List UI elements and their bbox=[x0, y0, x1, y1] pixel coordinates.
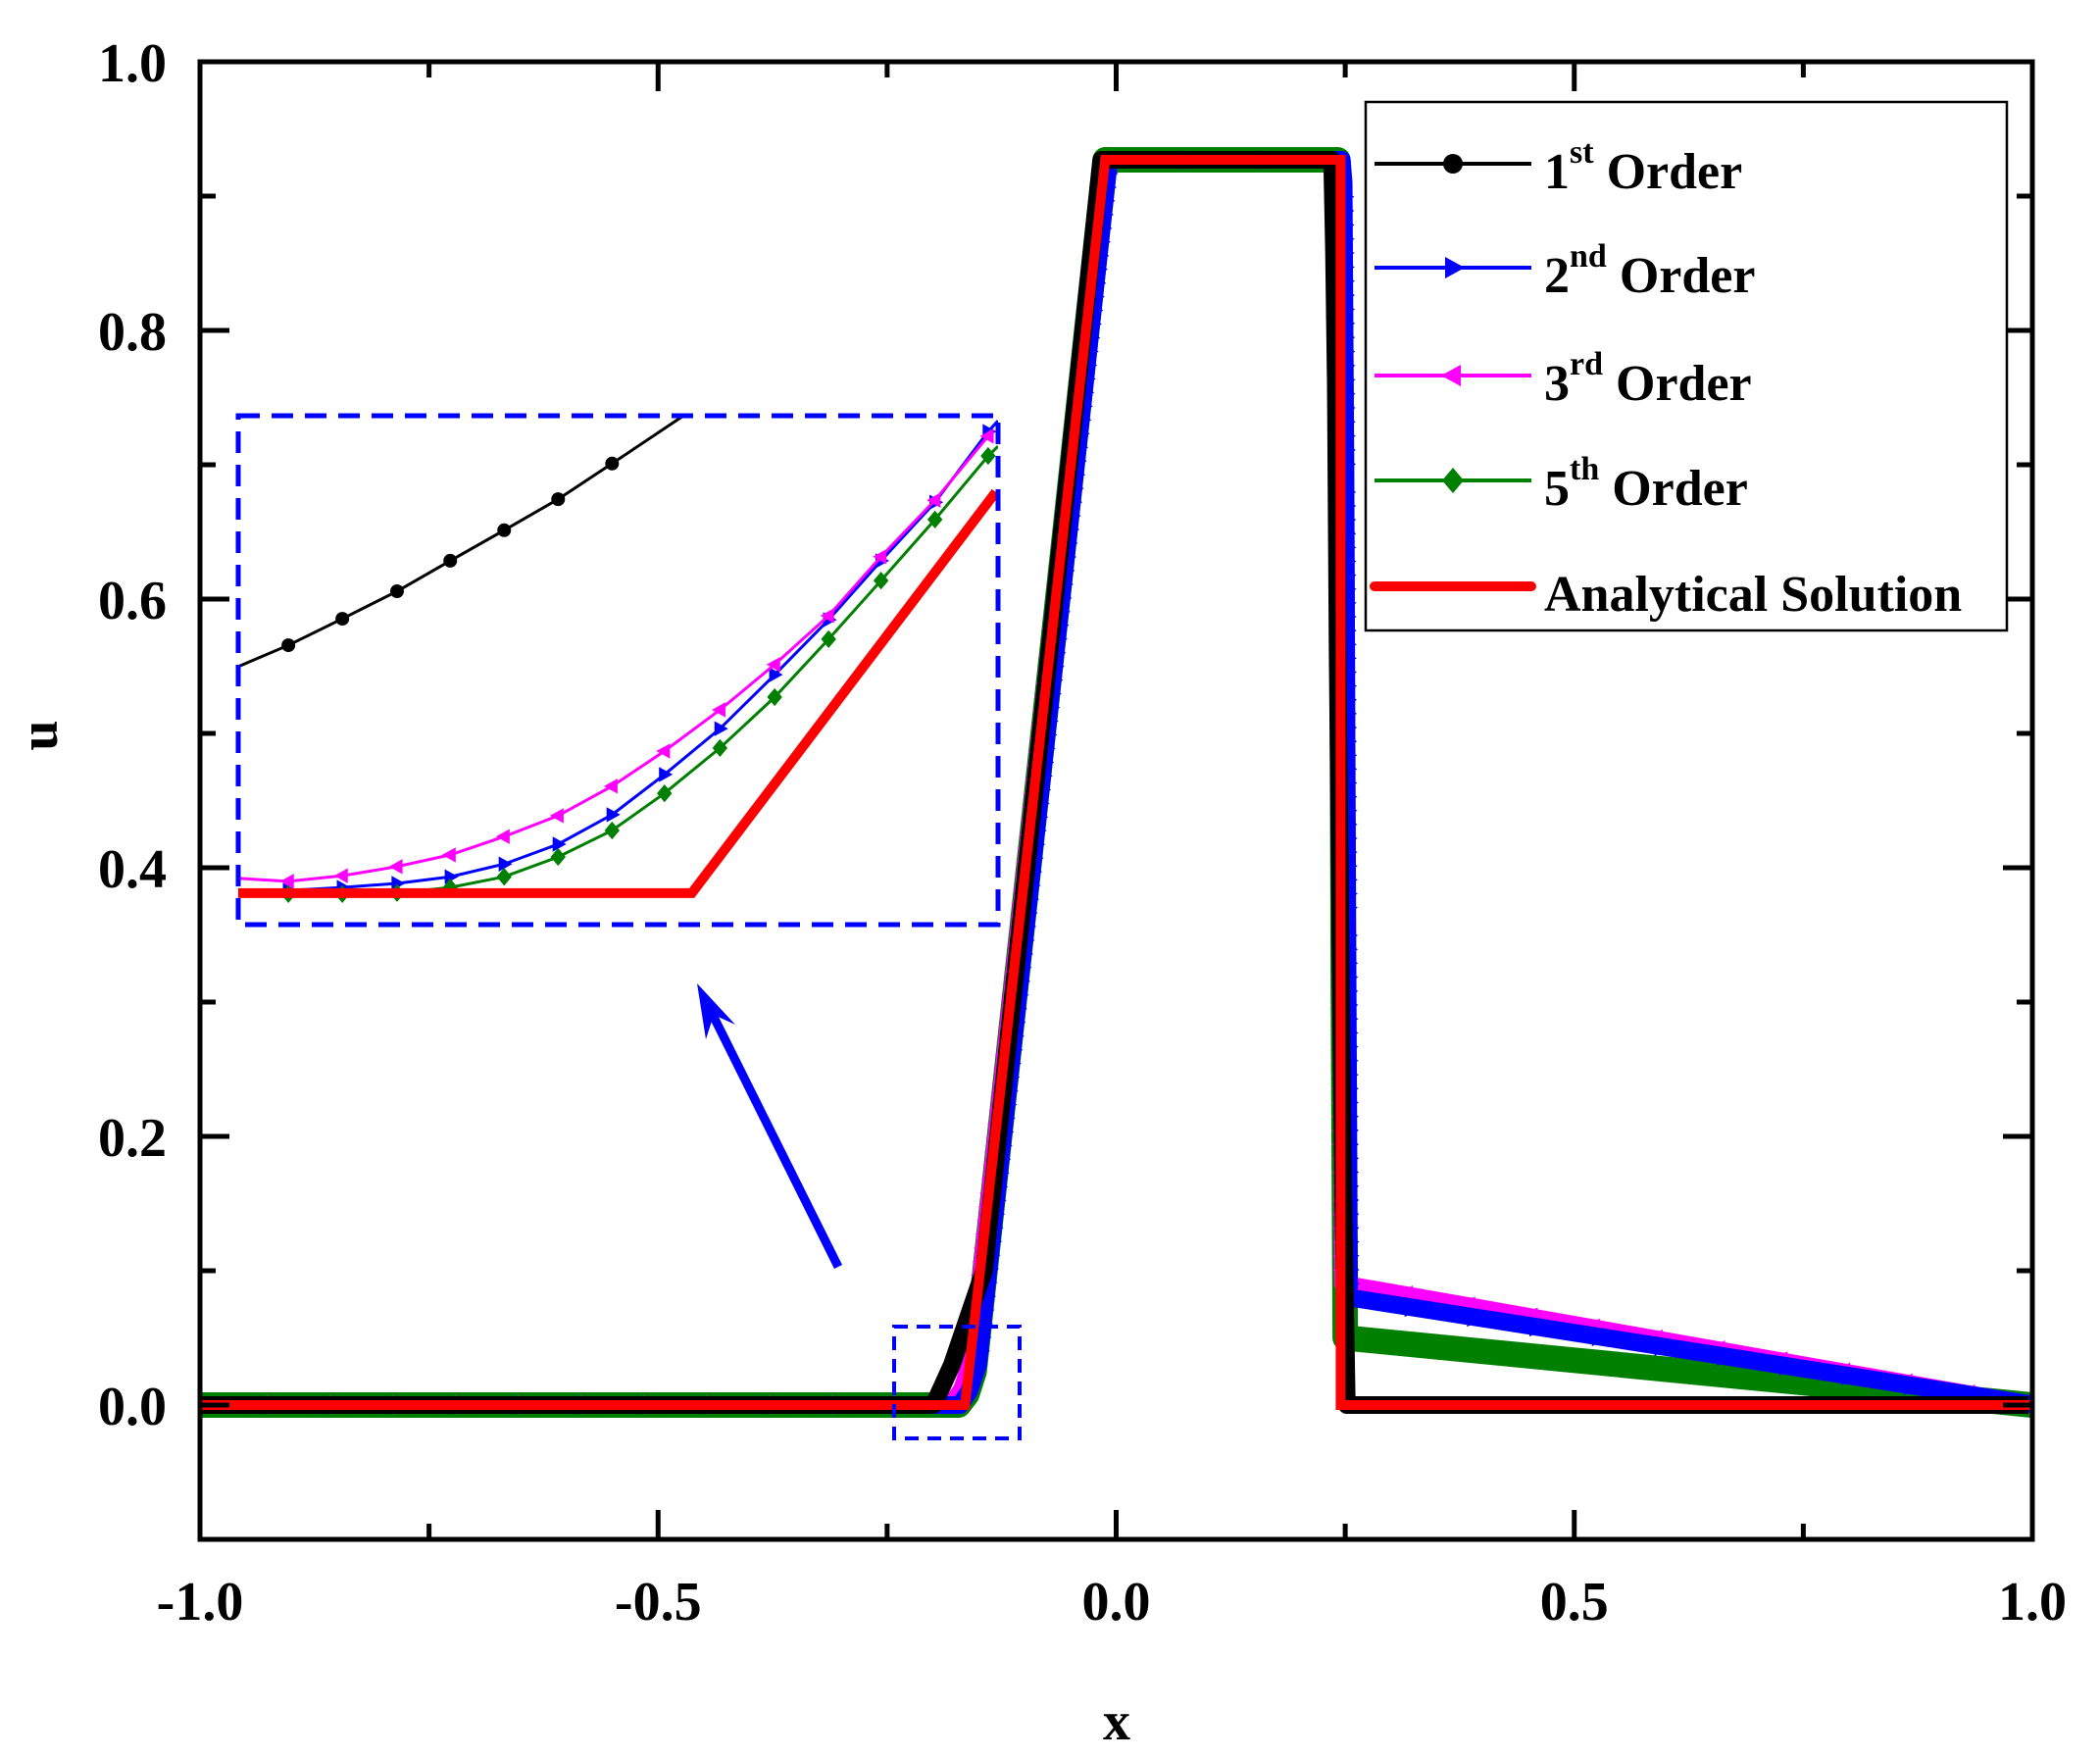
y-tick-label: 0.0 bbox=[98, 1377, 167, 1437]
inset-dashed-frame bbox=[235, 413, 1001, 928]
inset-series-1st-order bbox=[238, 416, 684, 669]
axis-tick-labels: -1.0 -0.5 0.0 0.5 1.0 0.0 0.2 0.4 0.6 0.8 1.0 bbox=[98, 33, 2067, 1633]
legend-item-1st-order: 1st Order bbox=[1375, 134, 1742, 200]
inset-series-3rd-order bbox=[238, 428, 994, 889]
x-tick-label: -1.0 bbox=[157, 1572, 244, 1633]
inset-plot bbox=[235, 413, 1001, 928]
series-layer bbox=[200, 147, 2032, 1418]
legend-label: Analytical Solution bbox=[1544, 567, 1962, 623]
zoom-source-box bbox=[892, 1325, 1022, 1440]
series-analytical-solution bbox=[200, 155, 2032, 1410]
y-tick-label: 0.4 bbox=[98, 839, 167, 900]
y-tick-label: 0.8 bbox=[98, 302, 167, 363]
y-tick-label: 0.6 bbox=[98, 571, 167, 631]
legend-label: 1st Order bbox=[1544, 134, 1742, 200]
x-tick-label: 1.0 bbox=[1998, 1572, 2067, 1633]
x-axis-label: x bbox=[1103, 1691, 1130, 1752]
x-tick-label: -0.5 bbox=[615, 1572, 702, 1633]
axis-ticks bbox=[197, 59, 2035, 1542]
y-tick-label: 1.0 bbox=[98, 33, 167, 94]
legend-label: 2nd Order bbox=[1544, 238, 1755, 304]
legend: 1st Order 2nd Order 3rd Order 5th Order Anal… bbox=[1364, 100, 2009, 632]
zoom-arrow bbox=[697, 983, 843, 1270]
y-axis-label: u bbox=[9, 720, 70, 750]
y-tick-label: 0.2 bbox=[98, 1108, 167, 1169]
x-tick-label: 0.0 bbox=[1082, 1572, 1151, 1633]
legend-box bbox=[1364, 100, 2009, 632]
inset-background bbox=[238, 416, 998, 925]
legend-label: 3rd Order bbox=[1544, 346, 1752, 412]
legend-item-2nd-order: 2nd Order bbox=[1375, 238, 1755, 304]
legend-label: 5th Order bbox=[1544, 451, 1748, 517]
legend-item-analytical-solution: Analytical Solution bbox=[1370, 567, 1962, 623]
inset-series-analytical-solution bbox=[238, 488, 998, 898]
x-tick-label: 0.5 bbox=[1540, 1572, 1609, 1633]
legend-item-3rd-order: 3rd Order bbox=[1375, 346, 1752, 412]
legend-item-5th-order: 5th Order bbox=[1375, 451, 1748, 517]
arrow-head-icon bbox=[697, 983, 735, 1039]
